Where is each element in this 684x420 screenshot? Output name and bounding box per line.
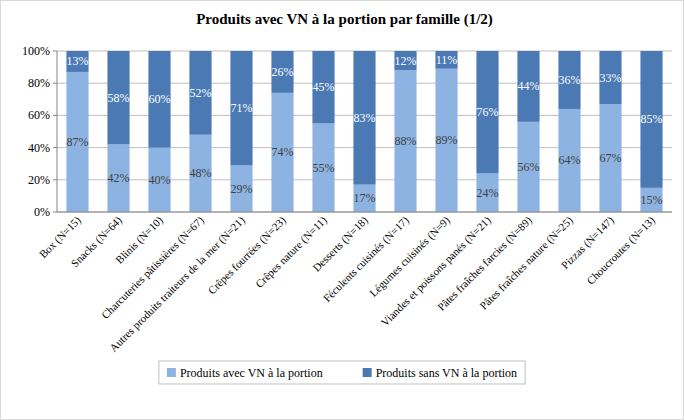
bar (476, 51, 498, 173)
data-label: 40% (149, 173, 171, 187)
bar (271, 93, 293, 212)
legend-frame (159, 361, 525, 384)
data-label: 89% (436, 133, 458, 147)
bar (435, 69, 457, 212)
data-label: 52% (190, 86, 212, 100)
bar (353, 51, 375, 185)
tick-label: 80% (28, 76, 50, 90)
bar (558, 109, 580, 212)
legend-swatch (363, 368, 372, 377)
tick-label: 40% (28, 141, 50, 155)
bars (66, 51, 662, 212)
chart: Produits avec VN à la portion par famill… (0, 0, 684, 420)
bar (312, 123, 334, 212)
data-label: 36% (559, 73, 581, 87)
data-label: 12% (395, 54, 417, 68)
category-label: Crêpes nature (N=11) (253, 214, 330, 291)
y-axis: 0% 20% 40% 60% 80% 100% (22, 44, 672, 219)
bar (271, 51, 293, 93)
data-label: 13% (67, 54, 89, 68)
bar (599, 104, 621, 212)
bar (312, 51, 334, 123)
data-label: 88% (395, 134, 417, 148)
grid-line (57, 212, 672, 213)
data-label: 33% (600, 71, 622, 85)
axis-line (57, 51, 58, 212)
legend-label: Produits avec VN à la portion (180, 366, 323, 380)
bar (558, 51, 580, 109)
legend: Produits avec VN à la portion Produits sa… (159, 361, 525, 384)
bar (148, 51, 170, 148)
tick-mark (53, 147, 57, 148)
axis-line (57, 212, 672, 213)
data-label: 29% (231, 182, 253, 196)
category-label: Autres produits traiteurs de la mer (N=2… (107, 214, 248, 355)
bar (640, 188, 662, 212)
data-label: 76% (477, 105, 499, 119)
bar (599, 51, 621, 104)
data-label: 56% (518, 160, 540, 174)
tick-mark (53, 83, 57, 84)
data-label: 44% (518, 79, 540, 93)
bar (66, 72, 88, 212)
bar (517, 122, 539, 212)
bar (640, 51, 662, 188)
data-labels: 87% 13% 42% 58% 40% 60% 48% 52% 29% 71% 74% 26% 55% 4… (67, 53, 663, 207)
data-label: 42% (108, 171, 130, 185)
category-label: Choucroutes (N=13) (584, 214, 658, 288)
category-label: Légumes cuisinés (N=9) (367, 214, 453, 300)
tick-mark (53, 179, 57, 180)
bar (435, 51, 457, 69)
category-label: Crêpes fourrées (N=23) (205, 214, 288, 297)
bar (517, 51, 539, 122)
legend-label: Produits sans VN à la portion (376, 366, 517, 380)
legend-swatch (167, 368, 176, 377)
data-label: 58% (108, 91, 130, 105)
bar (189, 135, 211, 212)
bar (230, 51, 252, 165)
bar (107, 144, 129, 212)
tick-mark (53, 212, 57, 213)
data-label: 71% (231, 101, 253, 115)
tick-mark (53, 115, 57, 116)
bar (189, 51, 211, 135)
data-label: 17% (354, 191, 376, 205)
data-label: 55% (313, 161, 335, 175)
data-label: 60% (149, 92, 171, 106)
tick-label: 100% (22, 44, 50, 58)
data-label: 85% (641, 112, 663, 126)
bar (353, 185, 375, 212)
bar (476, 173, 498, 212)
bar (66, 51, 88, 72)
data-label: 11% (436, 53, 458, 67)
x-axis: Box (N=15)Snacks (N=64)Blinis (N=10)Char… (37, 214, 658, 355)
bar (148, 148, 170, 212)
tick-label: 20% (28, 173, 50, 187)
data-label: 74% (272, 145, 294, 159)
data-label: 45% (313, 80, 335, 94)
data-label: 87% (67, 135, 89, 149)
data-label: 83% (354, 111, 376, 125)
tick-label: 60% (28, 108, 50, 122)
tick-label: 0% (34, 205, 50, 219)
title: Produits avec VN à la portion par famill… (196, 11, 493, 28)
data-label: 26% (272, 65, 294, 79)
bar (394, 70, 416, 212)
tick-mark (53, 51, 57, 52)
bar (107, 51, 129, 144)
data-label: 15% (641, 193, 663, 207)
bar (394, 51, 416, 70)
bar (230, 165, 252, 212)
chart-frame (1, 1, 684, 420)
data-label: 24% (477, 186, 499, 200)
data-label: 64% (559, 153, 581, 167)
data-label: 48% (190, 166, 212, 180)
data-label: 67% (600, 151, 622, 165)
